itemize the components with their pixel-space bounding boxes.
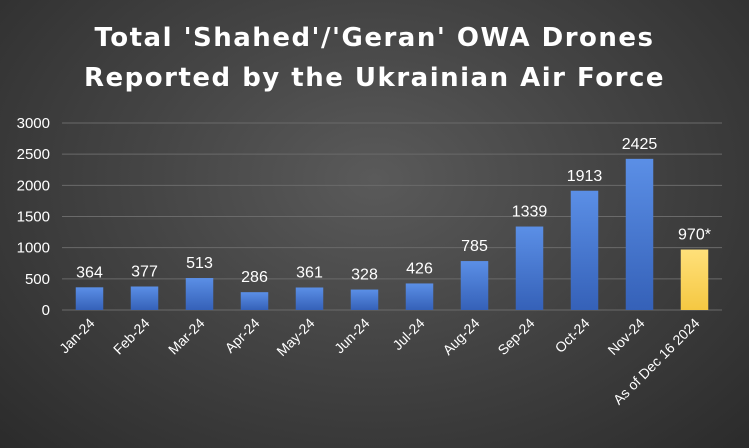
x-tick-label-9: Oct-24 — [552, 315, 593, 356]
data-labels: 364 377 513 286 361 328 426 785 1339 1913 2425 970* — [76, 136, 711, 286]
x-tick-label-5: Jun-24 — [331, 315, 373, 357]
x-tick-label-2: Mar-24 — [165, 315, 208, 358]
bar-mar-24 — [185, 278, 214, 310]
data-label-11: 970* — [678, 227, 711, 244]
bar-apr-24 — [240, 292, 269, 310]
x-tick-label-8: Sep-24 — [494, 315, 537, 358]
data-label-10: 2425 — [622, 136, 658, 153]
y-tick-label-1500: 1500 — [17, 209, 50, 226]
bar-jun-24 — [350, 289, 379, 310]
x-axis-ticks: Jan-24 Feb-24 Mar-24 Apr-24 May-24 Jun-24 Jul-… — [56, 315, 703, 408]
data-label-9: 1913 — [567, 168, 603, 185]
data-label-0: 364 — [76, 264, 103, 281]
data-label-2: 513 — [186, 255, 213, 272]
data-label-7: 785 — [461, 238, 488, 255]
gridlines — [62, 122, 722, 311]
y-axis-ticks: 0 500 1000 1500 2000 2500 3000 — [17, 115, 50, 319]
bar-aug-24 — [460, 261, 489, 310]
bar-jan-24 — [75, 287, 104, 310]
y-tick-label-2000: 2000 — [17, 177, 50, 194]
chart-title-line-1: Total 'Shahed'/'Geran' OWA Drones — [94, 23, 654, 53]
x-tick-label-0: Jan-24 — [56, 315, 98, 357]
x-tick-label-3: Apr-24 — [222, 315, 263, 356]
x-tick-label-7: Aug-24 — [439, 315, 482, 358]
data-label-8: 1339 — [512, 204, 548, 221]
bar-may-24 — [295, 287, 324, 310]
y-tick-label-1000: 1000 — [17, 240, 50, 257]
bar-nov-24 — [625, 158, 654, 310]
data-label-3: 286 — [241, 269, 268, 286]
bar-jul-24 — [405, 283, 434, 310]
data-label-1: 377 — [131, 264, 158, 281]
data-label-4: 361 — [296, 264, 323, 281]
y-tick-label-3000: 3000 — [17, 115, 50, 132]
bars — [75, 158, 709, 310]
y-tick-label-500: 500 — [25, 271, 50, 288]
data-label-6: 426 — [406, 260, 433, 277]
chart-title-line-2: Reported by the Ukrainian Air Force — [84, 63, 665, 93]
y-tick-label-0: 0 — [42, 302, 50, 319]
x-tick-label-10: Nov-24 — [604, 315, 647, 358]
data-label-5: 328 — [351, 267, 378, 284]
bar-oct-24 — [570, 190, 599, 310]
x-tick-label-6: Jul-24 — [389, 315, 427, 353]
y-tick-label-2500: 2500 — [17, 146, 50, 163]
bar-feb-24 — [130, 286, 159, 310]
bar-sep-24 — [515, 226, 544, 310]
bar-as-of-dec-16-2024 — [680, 249, 709, 310]
x-tick-label-1: Feb-24 — [110, 315, 153, 358]
x-tick-label-4: May-24 — [273, 315, 317, 359]
